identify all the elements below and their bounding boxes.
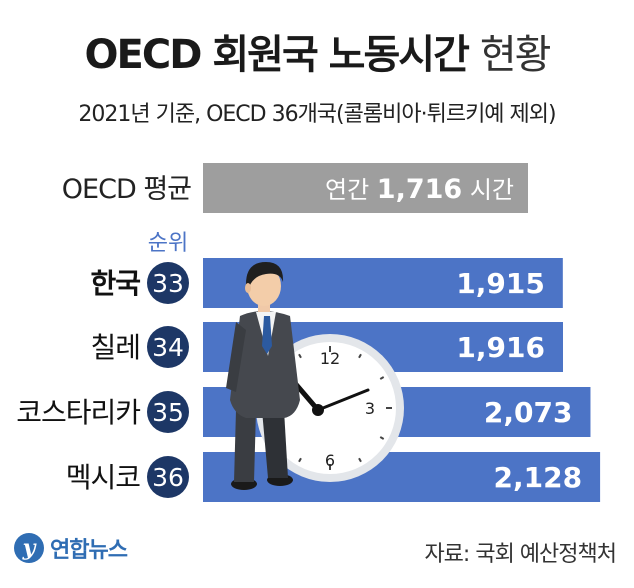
rank-badge: [147, 391, 189, 433]
rank-number: 34: [152, 333, 184, 362]
jacket: [230, 311, 300, 418]
leg: [262, 410, 288, 478]
average-bar: [203, 163, 528, 213]
rank-badge: [147, 326, 189, 368]
businessman-illustration: [226, 262, 300, 490]
clock-tick: [358, 353, 362, 359]
clock-tick: [358, 457, 362, 463]
value-label: 1,916: [456, 331, 545, 364]
rank-badge: [147, 456, 189, 498]
title-main: OECD 회원국 노동시간: [84, 32, 470, 78]
yonhap-logo: y 연합뉴스: [14, 532, 128, 564]
clock-tick: [298, 457, 302, 463]
rank-badge: [147, 262, 189, 304]
hair: [246, 262, 284, 290]
clock-tick: [379, 436, 385, 440]
leg: [234, 410, 256, 482]
average-value-label: 연간 1,716 시간: [325, 174, 514, 205]
average-label: OECD 평균: [62, 174, 191, 205]
clock-number: 12: [320, 349, 340, 368]
clock-number: 3: [365, 399, 375, 418]
rank-number: 36: [152, 463, 184, 492]
country-label: 코스타리카: [16, 396, 140, 429]
rank-number: 33: [152, 269, 184, 298]
yonhap-logo-icon: y: [14, 533, 44, 563]
country-label: 멕시코: [66, 461, 141, 494]
value-label: 2,073: [484, 396, 573, 429]
logo-text: 연합뉴스: [50, 538, 128, 563]
country-label: 한국: [90, 267, 140, 300]
clock-center: [312, 404, 324, 416]
clock-minute-hand: [316, 388, 370, 412]
title-suffix: 현황: [479, 32, 552, 78]
tie: [262, 316, 272, 354]
clock-number: 6: [325, 451, 335, 470]
value-label: 2,128: [494, 461, 583, 494]
rank-number: 35: [152, 398, 184, 427]
clock-tick: [298, 353, 302, 359]
source-note: 자료: 국회 예산정책처: [424, 542, 617, 567]
clock-tick: [379, 376, 385, 380]
country-label: 칠레: [90, 331, 140, 364]
rank-header: 순위: [148, 231, 188, 256]
value-label: 1,915: [456, 267, 545, 300]
subtitle: 2021년 기준, OECD 36개국(콜롬비아·튀르키예 제외): [78, 102, 556, 127]
ear: [245, 283, 251, 293]
page-title: OECD 회원국 노동시간 현황: [0, 22, 634, 80]
arm: [226, 322, 246, 392]
